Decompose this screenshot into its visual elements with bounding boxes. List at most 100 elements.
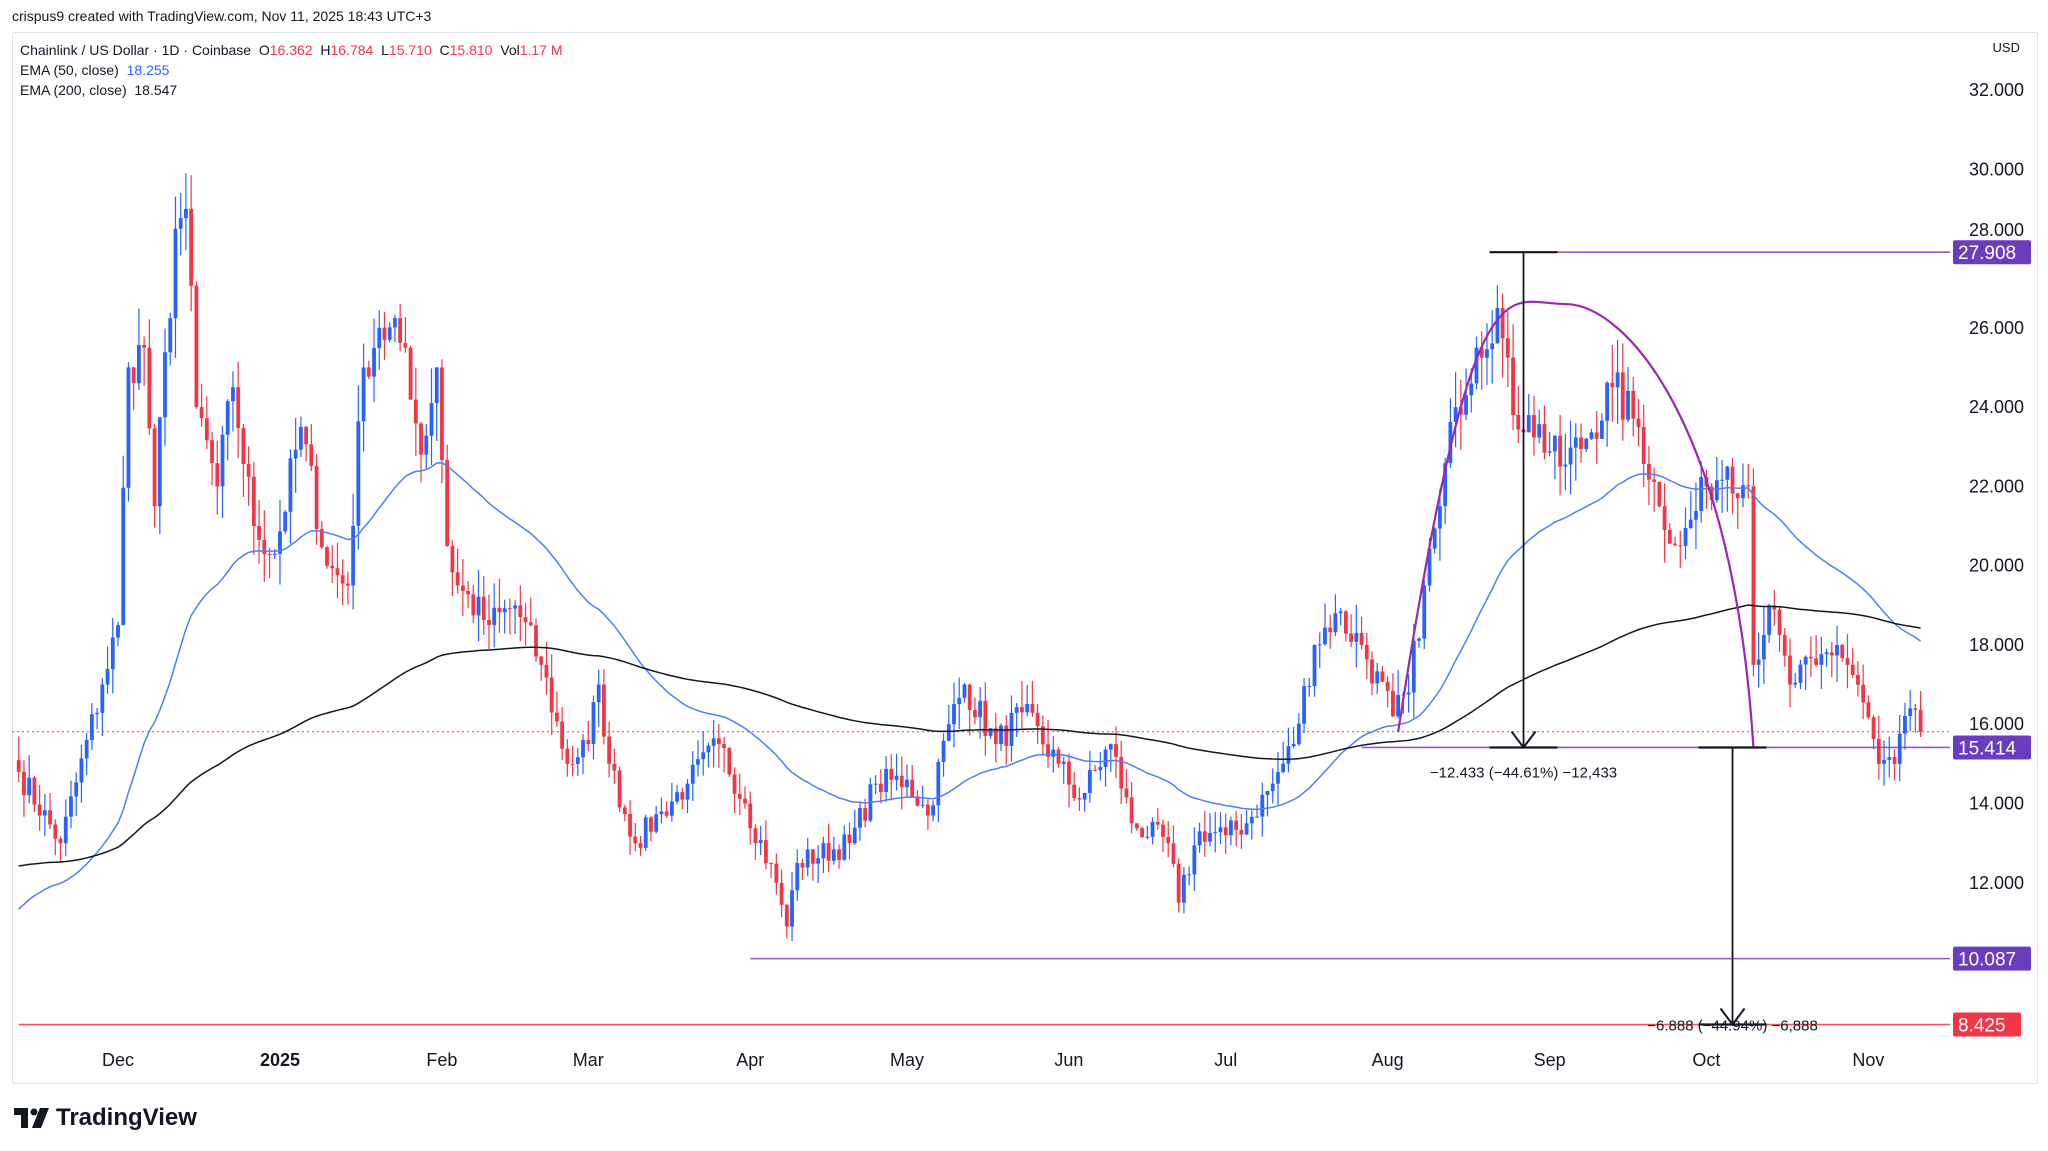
candle-body — [1720, 479, 1724, 481]
candle-body — [1234, 820, 1239, 830]
candle-body — [1584, 438, 1589, 450]
price-label-text: 27.908 — [1958, 243, 2016, 264]
candle-body — [1803, 656, 1808, 665]
legend-symbol-row[interactable]: Chainlink / US Dollar · 1D · Coinbase O1… — [20, 40, 563, 60]
candle-body — [351, 525, 356, 586]
candle-body — [722, 744, 726, 749]
candle-body — [1647, 463, 1651, 480]
x-tick-label: Apr — [736, 1050, 764, 1070]
close-label: C — [439, 42, 450, 58]
candle-body — [142, 345, 147, 348]
candle-body — [513, 605, 517, 609]
price-label-box — [1953, 735, 2031, 760]
candle-body — [1741, 485, 1745, 499]
candle-body — [701, 752, 706, 760]
candle-body — [1495, 308, 1500, 344]
candle-body — [1500, 308, 1505, 339]
candle-body — [1845, 658, 1850, 665]
symbol-name: Chainlink / US Dollar · 1D · Coinbase — [20, 42, 252, 58]
candle-body — [1662, 506, 1667, 531]
candle-body — [48, 810, 52, 825]
candle-body — [1244, 823, 1249, 835]
candle-body — [466, 590, 470, 595]
brand-name: TradingView — [56, 1104, 197, 1131]
ema50-label: EMA (50, close) — [20, 62, 119, 78]
candle-body — [366, 367, 371, 377]
tradingview-logo[interactable]: TradingView — [14, 1104, 197, 1132]
candle-body — [152, 428, 157, 507]
candle-body — [1589, 432, 1594, 439]
candle-body — [1443, 463, 1448, 507]
candle-body — [37, 804, 42, 816]
candle-body — [889, 768, 894, 780]
high-value: 16.784 — [330, 42, 374, 58]
candle-body — [1051, 749, 1056, 757]
candle-body — [790, 890, 794, 927]
ema200-value: 18.547 — [134, 82, 178, 98]
candle-body — [53, 824, 58, 839]
candle-body — [565, 748, 570, 764]
candle-body — [184, 208, 188, 219]
candle-body — [622, 807, 627, 814]
candle-body — [1281, 763, 1286, 772]
candle-body — [1903, 715, 1907, 734]
candle-body — [1840, 644, 1845, 659]
candle-body — [837, 849, 841, 860]
y-tick-label: 32.000 — [1969, 80, 2024, 100]
candle-body — [246, 464, 251, 477]
candle-body — [1892, 757, 1897, 764]
candle-body — [633, 836, 638, 844]
legend-ema200-row[interactable]: EMA (200, close) 18.547 — [20, 80, 563, 100]
candle-body — [382, 327, 387, 340]
candle-body — [393, 318, 397, 328]
candle-body — [173, 228, 178, 319]
candle-body — [764, 840, 768, 864]
candle-body — [952, 704, 956, 725]
candle-body — [1782, 635, 1787, 656]
candle-body — [993, 728, 998, 745]
candle-body — [716, 738, 721, 745]
candle-body — [669, 801, 674, 816]
candle-body — [884, 768, 888, 793]
candle-body — [424, 435, 429, 455]
candle-body — [978, 700, 983, 718]
x-tick-label: Feb — [426, 1050, 457, 1070]
low-value: 15.710 — [388, 42, 432, 58]
candle-body — [1835, 644, 1839, 656]
price-label-box — [1953, 946, 2031, 971]
candle-body — [1239, 829, 1244, 835]
candle-body — [1897, 733, 1902, 764]
candle-body — [1631, 390, 1636, 419]
candle-body — [539, 656, 544, 665]
candle-body — [1511, 357, 1515, 416]
candle-body — [941, 740, 946, 762]
candle-body — [116, 625, 120, 638]
candle-body — [398, 318, 403, 343]
candle-body — [1197, 831, 1202, 846]
candle-body — [1108, 744, 1113, 750]
candle-body — [319, 528, 324, 548]
candle-body — [403, 342, 408, 348]
candle-body — [231, 387, 235, 402]
candle-body — [936, 761, 941, 806]
candle-body — [894, 775, 899, 780]
candle-body — [967, 684, 972, 711]
candle-body — [696, 759, 700, 765]
price-label-box — [1953, 240, 2031, 265]
currency-button[interactable]: USD — [1992, 40, 2020, 55]
candle-body — [126, 367, 131, 488]
legend-ema50-row[interactable]: EMA (50, close) 18.255 — [20, 60, 563, 80]
candle-body — [293, 449, 298, 459]
candle-body — [487, 620, 491, 626]
candle-body — [507, 608, 512, 610]
candle-body — [1166, 836, 1171, 844]
candle-body — [1620, 372, 1625, 420]
candle-body — [690, 764, 695, 784]
candle-body — [110, 637, 115, 670]
candle-body — [194, 285, 199, 408]
candle-body — [1793, 682, 1798, 685]
candle-body — [800, 862, 805, 868]
volume-value: 1.17 M — [519, 42, 563, 58]
candle-body — [1453, 407, 1458, 422]
